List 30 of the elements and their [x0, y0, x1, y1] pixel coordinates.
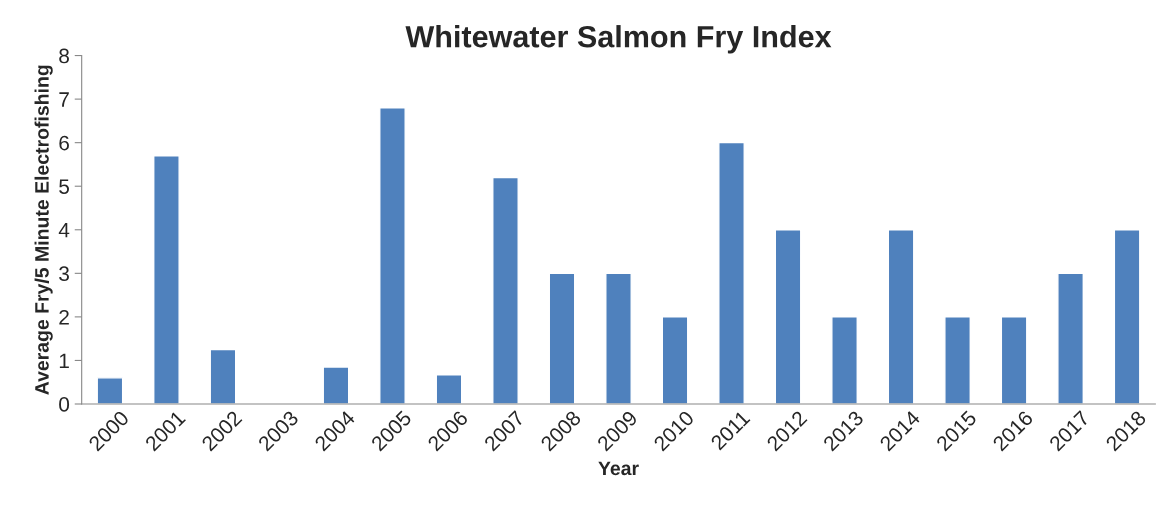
- y-tick-label: 5: [59, 179, 70, 194]
- bar: [605, 272, 632, 404]
- y-tick-label: 3: [59, 266, 69, 282]
- y-tick-label: 7: [59, 92, 69, 107]
- y-tick-label: 6: [59, 135, 69, 151]
- bar: [435, 374, 463, 404]
- y-tick-label: 2: [59, 309, 69, 325]
- bar: [718, 141, 745, 404]
- bar: [548, 272, 576, 404]
- bar: [153, 155, 180, 404]
- y-axis-title: Average Fry/5 Minute Electrofishing: [34, 65, 53, 395]
- bar: [944, 316, 971, 404]
- bar: [379, 107, 406, 404]
- chart-title: Whitewater Salmon Fry Index: [405, 25, 832, 54]
- bar: [774, 229, 802, 404]
- bar: [661, 316, 689, 404]
- x-axis-title: Year: [598, 461, 639, 476]
- bar: [96, 377, 124, 404]
- bar: [1113, 229, 1141, 404]
- y-tick-label: 4: [58, 222, 70, 238]
- bar: [1057, 272, 1084, 404]
- bar: [887, 229, 915, 404]
- y-tick-label: 0: [59, 397, 70, 412]
- bar: [1000, 316, 1028, 404]
- y-tick-label: 8: [59, 48, 69, 64]
- y-tick-label: 1: [59, 353, 69, 368]
- bar: [322, 366, 350, 404]
- bar: [831, 316, 858, 404]
- bar: [492, 176, 519, 404]
- bar: [209, 348, 237, 404]
